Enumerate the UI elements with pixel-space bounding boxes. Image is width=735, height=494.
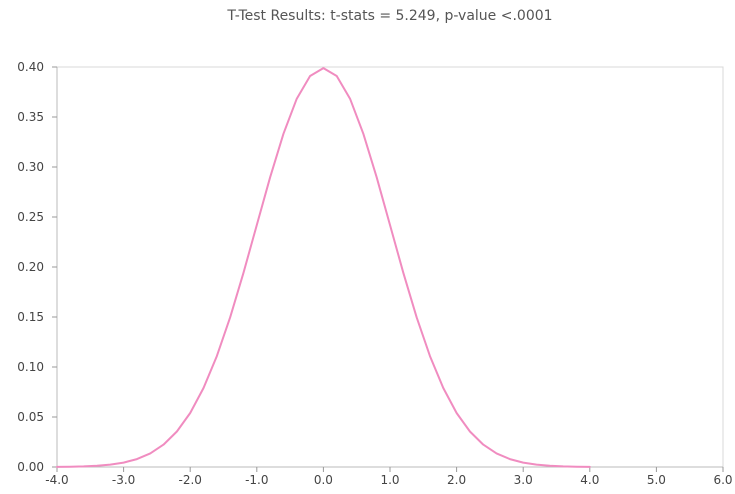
series-layer — [56, 67, 591, 468]
y-tick-label: 0.25 — [17, 210, 44, 224]
x-tick-label: -2.0 — [178, 473, 201, 487]
x-tick-label: 3.0 — [514, 473, 533, 487]
y-tick-label: 0.05 — [17, 410, 44, 424]
x-tick-label: -4.0 — [45, 473, 68, 487]
chart-title: T-Test Results: t-stats = 5.249, p-value… — [226, 8, 552, 24]
x-tick-label: 0.0 — [314, 473, 333, 487]
x-tick-label: 5.0 — [647, 473, 666, 487]
y-tick-label: 0.35 — [17, 110, 44, 124]
plot-area-frame — [56, 66, 724, 468]
x-tick-label: 6.0 — [713, 473, 732, 487]
x-tick-label: 1.0 — [380, 473, 399, 487]
y-tick-label: 0.40 — [17, 60, 44, 74]
x-tick-label: -1.0 — [245, 473, 268, 487]
y-tick-label: 0.20 — [17, 260, 44, 274]
x-tick-label: 4.0 — [580, 473, 599, 487]
y-tick-label: 0.00 — [17, 460, 44, 474]
y-tick-label: 0.10 — [17, 360, 44, 374]
series-line — [56, 67, 591, 468]
x-tick-label: 2.0 — [447, 473, 466, 487]
y-tick-label: 0.15 — [17, 310, 44, 324]
x-tick-label: -3.0 — [112, 473, 135, 487]
y-axis: 0.00 0.05 0.10 0.15 0.20 0.25 0.30 0.35 0.40 — [17, 60, 58, 474]
x-axis: -4.0 -3.0 -2.0 -1.0 0.0 1.0 2.0 3.0 4.0 5.0 6.0 — [45, 466, 733, 487]
y-tick-label: 0.30 — [17, 160, 44, 174]
